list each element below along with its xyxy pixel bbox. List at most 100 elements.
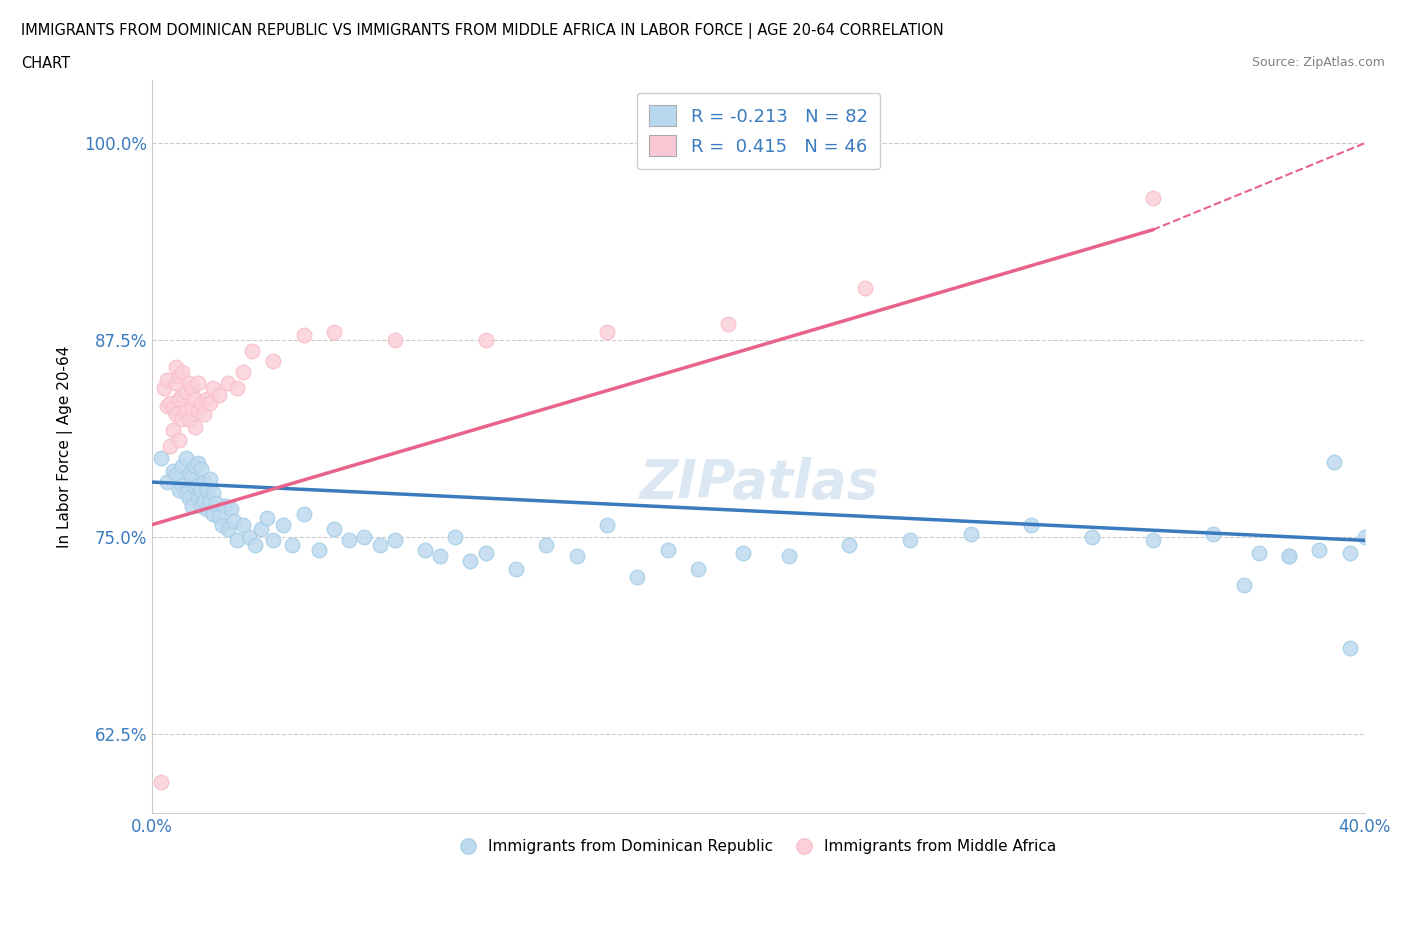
Point xyxy=(323,522,346,537)
Point xyxy=(156,399,179,414)
Point xyxy=(177,376,200,391)
Point xyxy=(180,380,202,395)
Point xyxy=(174,385,197,400)
Point xyxy=(717,317,740,332)
Point xyxy=(153,380,176,395)
Point xyxy=(198,396,221,411)
Point xyxy=(201,380,224,395)
Point xyxy=(208,510,231,525)
Point xyxy=(657,542,679,557)
Point xyxy=(172,365,194,379)
Point xyxy=(626,569,648,584)
Point xyxy=(165,467,187,482)
Point xyxy=(271,517,294,532)
Point xyxy=(474,546,496,561)
Point xyxy=(190,396,212,411)
Point xyxy=(474,333,496,348)
Point xyxy=(172,388,194,403)
Point xyxy=(180,498,202,513)
Point xyxy=(187,478,209,493)
Point xyxy=(226,533,249,548)
Point xyxy=(1247,546,1270,561)
Point xyxy=(183,479,205,494)
Point xyxy=(162,464,184,479)
Point xyxy=(214,498,236,513)
Point xyxy=(240,344,263,359)
Point xyxy=(172,458,194,473)
Text: IMMIGRANTS FROM DOMINICAN REPUBLIC VS IMMIGRANTS FROM MIDDLE AFRICA IN LABOR FOR: IMMIGRANTS FROM DOMINICAN REPUBLIC VS IM… xyxy=(21,23,943,39)
Point xyxy=(733,546,755,561)
Point xyxy=(1354,530,1376,545)
Point xyxy=(183,458,205,473)
Point xyxy=(211,517,233,532)
Point xyxy=(169,369,191,384)
Point xyxy=(150,451,173,466)
Text: ZIPatlas: ZIPatlas xyxy=(638,458,877,510)
Point xyxy=(190,483,212,498)
Point xyxy=(250,522,273,537)
Point xyxy=(256,511,278,525)
Point xyxy=(384,333,406,348)
Point xyxy=(384,533,406,548)
Point xyxy=(1278,549,1301,564)
Point xyxy=(292,328,315,343)
Point xyxy=(190,462,212,477)
Point xyxy=(159,438,181,453)
Point xyxy=(219,501,242,516)
Point xyxy=(156,372,179,387)
Point xyxy=(169,432,191,447)
Point xyxy=(159,396,181,411)
Point xyxy=(1323,454,1346,469)
Point xyxy=(959,526,981,541)
Point xyxy=(1339,546,1361,561)
Point xyxy=(183,419,205,434)
Point xyxy=(187,376,209,391)
Point xyxy=(536,538,558,552)
Point xyxy=(183,392,205,406)
Point xyxy=(1081,530,1104,545)
Point xyxy=(177,490,200,505)
Point xyxy=(172,478,194,493)
Point xyxy=(1232,578,1254,592)
Point xyxy=(198,494,221,509)
Point xyxy=(444,530,467,545)
Point xyxy=(180,401,202,416)
Point xyxy=(238,530,260,545)
Point xyxy=(262,533,284,548)
Point xyxy=(1278,549,1301,564)
Point xyxy=(596,517,619,532)
Point xyxy=(165,376,187,391)
Point xyxy=(169,483,191,498)
Point xyxy=(1142,533,1164,548)
Point xyxy=(174,451,197,466)
Point xyxy=(460,553,482,568)
Point xyxy=(165,360,187,375)
Point xyxy=(323,325,346,339)
Point xyxy=(193,474,215,489)
Point xyxy=(308,542,330,557)
Point xyxy=(262,353,284,368)
Point xyxy=(565,549,588,564)
Point xyxy=(1142,191,1164,206)
Point xyxy=(162,401,184,416)
Legend: Immigrants from Dominican Republic, Immigrants from Middle Africa: Immigrants from Dominican Republic, Immi… xyxy=(454,833,1063,860)
Point xyxy=(429,549,451,564)
Point xyxy=(193,406,215,421)
Point xyxy=(201,506,224,521)
Point xyxy=(195,501,218,516)
Point xyxy=(217,522,239,537)
Point xyxy=(413,542,436,557)
Point xyxy=(686,562,709,577)
Point xyxy=(198,472,221,486)
Point xyxy=(180,470,202,485)
Point xyxy=(208,388,231,403)
Point xyxy=(150,774,173,789)
Point xyxy=(838,538,860,552)
Point xyxy=(1202,526,1225,541)
Point xyxy=(1021,517,1043,532)
Point xyxy=(280,538,302,552)
Point xyxy=(222,514,245,529)
Point xyxy=(337,533,360,548)
Point xyxy=(217,376,239,391)
Text: CHART: CHART xyxy=(21,56,70,71)
